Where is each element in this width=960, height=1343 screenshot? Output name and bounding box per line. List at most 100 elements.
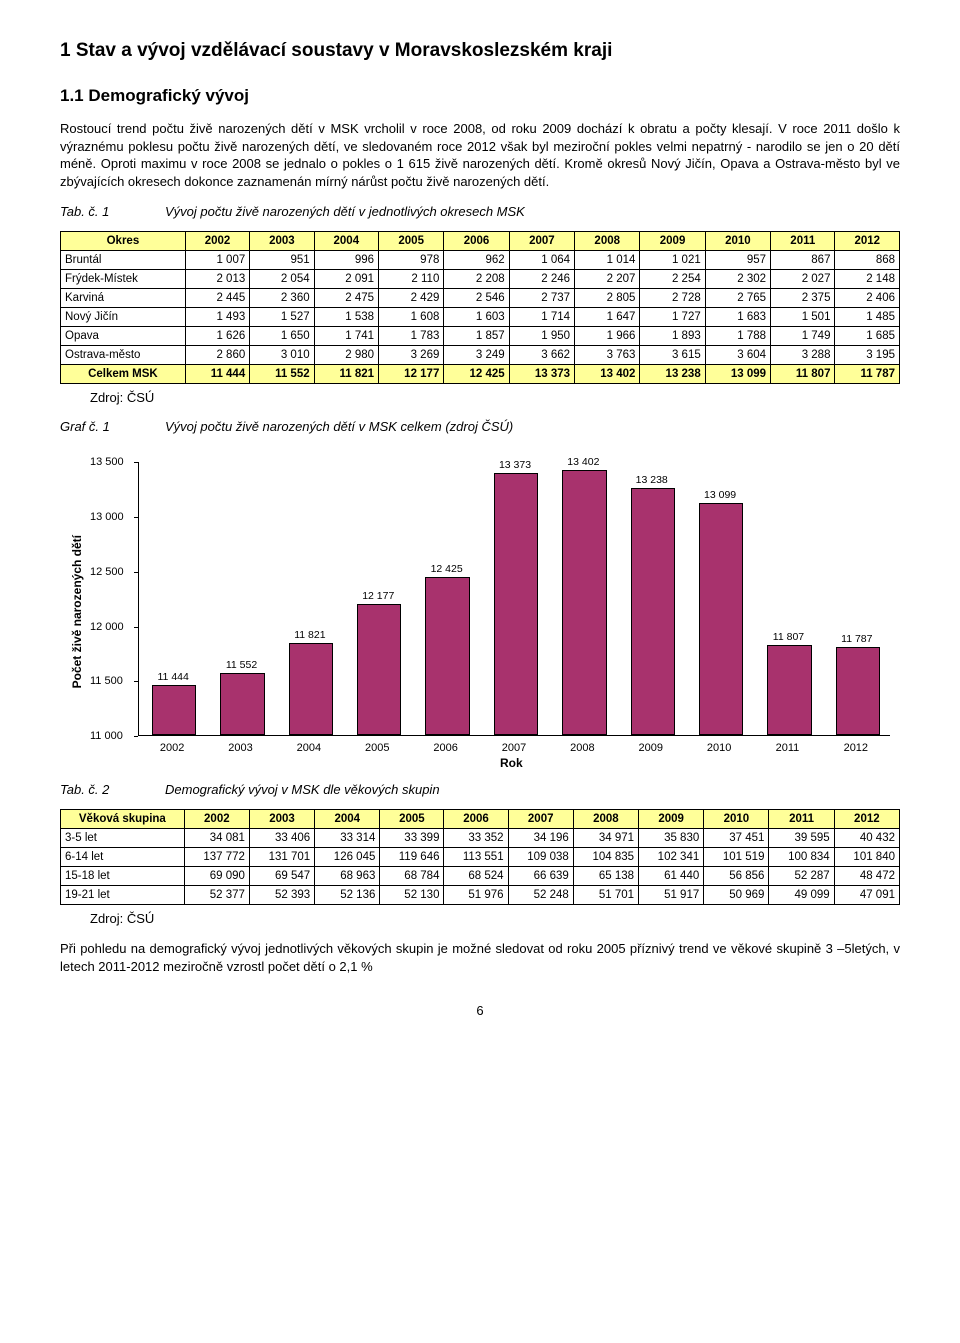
cell: 2 546 <box>444 289 509 308</box>
row-label: Opava <box>61 327 186 346</box>
paragraph-2: Při pohledu na demografický vývoj jednot… <box>60 940 900 975</box>
col-header: 2007 <box>509 232 574 251</box>
cell: 1 741 <box>314 327 378 346</box>
table-row: 6-14 let137 772131 701126 045119 646113 … <box>61 848 900 867</box>
cell: 39 595 <box>769 829 834 848</box>
cell: 101 519 <box>704 848 769 867</box>
cell: 11 821 <box>314 365 378 384</box>
cell: 49 099 <box>769 886 834 905</box>
bar <box>289 643 333 735</box>
cell: 1 749 <box>771 327 835 346</box>
cell: 119 646 <box>380 848 444 867</box>
chart-xlabel: Rok <box>500 756 523 770</box>
cell: 2 445 <box>185 289 249 308</box>
bar-value-label: 11 787 <box>841 633 872 645</box>
row-label: 3-5 let <box>61 829 185 848</box>
cell: 52 248 <box>508 886 573 905</box>
table-row: 15-18 let69 09069 54768 96368 78468 5246… <box>61 867 900 886</box>
col-header: 2002 <box>185 232 249 251</box>
bar-chart: Počet živě narozených dětí 11 44411 5521… <box>70 452 900 772</box>
xtick-label: 2009 <box>638 742 662 754</box>
cell: 11 444 <box>185 365 249 384</box>
cell: 48 472 <box>834 867 899 886</box>
table2-label: Tab. č. 2 <box>60 782 165 797</box>
table-1: Okres20022003200420052006200720082009201… <box>60 231 900 384</box>
plot-area: 11 44411 55211 82112 17712 42513 37313 4… <box>138 462 890 736</box>
cell: 11 552 <box>250 365 314 384</box>
bar <box>631 488 675 735</box>
cell: 47 091 <box>834 886 899 905</box>
col-header: 2010 <box>705 232 770 251</box>
ytick-mark <box>134 627 138 628</box>
cell: 35 830 <box>639 829 704 848</box>
table2-caption: Tab. č. 2 Demografický vývoj v MSK dle v… <box>60 782 900 797</box>
cell: 11 787 <box>835 365 900 384</box>
cell: 33 406 <box>249 829 314 848</box>
cell: 13 373 <box>509 365 574 384</box>
table1-label: Tab. č. 1 <box>60 204 165 219</box>
cell: 2 148 <box>835 270 900 289</box>
cell: 2 475 <box>314 289 378 308</box>
cell: 66 639 <box>508 867 573 886</box>
cell: 2 246 <box>509 270 574 289</box>
cell: 40 432 <box>834 829 899 848</box>
cell: 2 110 <box>379 270 444 289</box>
col-header: 2009 <box>639 810 704 829</box>
cell: 33 314 <box>315 829 380 848</box>
cell: 1 683 <box>705 308 770 327</box>
cell: 2 860 <box>185 346 249 365</box>
table-row: Ostrava-město2 8603 0102 9803 2693 2493 … <box>61 346 900 365</box>
cell: 2 208 <box>444 270 509 289</box>
ytick-label: 13 500 <box>90 456 124 468</box>
col-header: Okres <box>61 232 186 251</box>
cell: 104 835 <box>573 848 638 867</box>
cell: 1 966 <box>575 327 640 346</box>
cell: 3 269 <box>379 346 444 365</box>
cell: 2 406 <box>835 289 900 308</box>
bar <box>836 647 880 735</box>
cell: 12 425 <box>444 365 509 384</box>
bar-value-label: 11 444 <box>158 671 189 683</box>
cell: 13 099 <box>705 365 770 384</box>
cell: 1 783 <box>379 327 444 346</box>
cell: 101 840 <box>834 848 899 867</box>
table2-source: Zdroj: ČSÚ <box>90 911 900 926</box>
row-label: Bruntál <box>61 251 186 270</box>
col-header: 2003 <box>249 810 314 829</box>
bar-value-label: 11 807 <box>773 631 804 643</box>
row-label: Nový Jičín <box>61 308 186 327</box>
cell: 68 963 <box>315 867 380 886</box>
col-header: 2003 <box>250 232 314 251</box>
col-header: 2010 <box>704 810 769 829</box>
xtick-label: 2012 <box>844 742 868 754</box>
cell: 33 352 <box>444 829 508 848</box>
cell: 1 950 <box>509 327 574 346</box>
cell: 33 399 <box>380 829 444 848</box>
cell: 1 485 <box>835 308 900 327</box>
xtick-label: 2010 <box>707 742 731 754</box>
section-title: 1.1 Demografický vývoj <box>60 86 900 106</box>
xtick-label: 2008 <box>570 742 594 754</box>
cell: 61 440 <box>639 867 704 886</box>
col-header: 2009 <box>640 232 705 251</box>
cell: 2 360 <box>250 289 314 308</box>
cell: 978 <box>379 251 444 270</box>
cell: 52 393 <box>249 886 314 905</box>
ytick-label: 11 000 <box>90 730 123 742</box>
cell: 1 857 <box>444 327 509 346</box>
bar-value-label: 11 552 <box>226 659 257 671</box>
cell: 126 045 <box>315 848 380 867</box>
cell: 3 763 <box>575 346 640 365</box>
table-row: 19-21 let52 37752 39352 13652 13051 9765… <box>61 886 900 905</box>
cell: 34 196 <box>508 829 573 848</box>
xtick-label: 2006 <box>433 742 457 754</box>
cell: 1 788 <box>705 327 770 346</box>
row-label: Ostrava-město <box>61 346 186 365</box>
cell: 52 130 <box>380 886 444 905</box>
ytick-label: 13 000 <box>90 511 124 523</box>
col-header: 2005 <box>379 232 444 251</box>
total-label: Celkem MSK <box>61 365 186 384</box>
bar <box>767 645 811 735</box>
cell: 1 501 <box>771 308 835 327</box>
col-header: 2004 <box>315 810 380 829</box>
